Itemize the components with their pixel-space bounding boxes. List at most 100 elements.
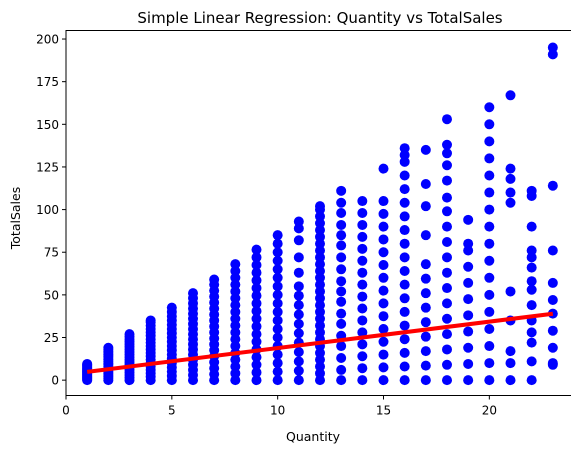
data-point	[293, 309, 304, 320]
data-point	[357, 219, 368, 230]
data-point	[336, 352, 347, 363]
y-tick-label: 50	[44, 288, 59, 302]
y-tick-label: 200	[36, 33, 59, 47]
data-point	[484, 187, 495, 198]
data-point	[272, 264, 283, 275]
data-point	[399, 211, 410, 222]
data-point	[293, 318, 304, 329]
data-point	[251, 260, 262, 271]
y-tick-label: 0	[51, 374, 59, 388]
data-point	[315, 201, 325, 212]
data-point	[526, 300, 537, 311]
data-point	[251, 367, 262, 378]
data-point	[484, 255, 495, 266]
data-point	[526, 337, 537, 348]
data-point	[526, 276, 537, 287]
regression-line	[86, 311, 554, 374]
data-point	[272, 272, 283, 283]
data-point	[336, 219, 347, 230]
data-point	[420, 179, 431, 189]
data-point	[484, 170, 495, 181]
data-point	[272, 366, 283, 377]
data-point	[505, 163, 516, 174]
data-point	[251, 375, 262, 386]
data-point	[505, 375, 516, 386]
data-point	[505, 286, 516, 297]
data-point	[399, 265, 410, 276]
data-point	[547, 294, 558, 305]
data-point	[378, 272, 389, 283]
data-point	[378, 196, 389, 207]
data-point	[293, 365, 304, 376]
data-point	[378, 260, 389, 271]
data-point	[505, 187, 516, 198]
y-axis: 0 25 50 75 100 125 150 175 200	[36, 33, 66, 388]
data-point	[357, 267, 368, 278]
data-point	[378, 247, 389, 258]
data-point	[442, 344, 452, 355]
data-point	[547, 308, 558, 319]
y-tick-label: 75	[44, 246, 59, 260]
data-point	[230, 259, 241, 270]
data-point	[420, 375, 431, 386]
data-point	[272, 230, 283, 241]
data-point	[293, 300, 304, 311]
data-point	[505, 90, 516, 101]
data-point	[251, 290, 262, 301]
data-point	[399, 306, 410, 317]
data-point	[442, 160, 452, 171]
data-point	[484, 358, 495, 369]
data-point	[293, 252, 304, 263]
data-point	[272, 255, 283, 266]
data-point	[484, 238, 495, 249]
data-point	[272, 289, 283, 300]
data-point	[526, 185, 537, 196]
data-point	[526, 221, 537, 232]
data-point	[209, 274, 220, 285]
data-point	[420, 317, 431, 328]
data-point	[357, 243, 368, 254]
data-point	[420, 346, 431, 357]
data-point	[357, 196, 368, 207]
data-point	[272, 315, 283, 326]
x-tick-label: 0	[62, 404, 70, 418]
data-point	[463, 342, 474, 353]
data-point	[484, 341, 495, 352]
y-tick-label: 175	[36, 75, 59, 89]
data-point	[505, 197, 516, 208]
y-axis-label: TotalSales	[8, 187, 23, 250]
data-point	[251, 298, 262, 309]
data-point	[547, 325, 558, 336]
data-point	[378, 349, 389, 360]
data-point	[82, 358, 93, 369]
data-point	[526, 245, 537, 256]
data-point	[251, 306, 262, 317]
data-point	[251, 352, 262, 363]
data-point	[357, 375, 368, 386]
data-point	[272, 238, 283, 249]
data-point	[463, 326, 474, 337]
data-point	[336, 208, 347, 218]
y-tick-label: 25	[44, 331, 59, 345]
data-point	[442, 175, 452, 186]
data-point	[442, 267, 452, 278]
data-point	[399, 279, 410, 290]
data-point	[420, 360, 431, 371]
data-point	[357, 351, 368, 362]
data-point	[293, 235, 304, 246]
data-point	[547, 42, 558, 53]
data-point	[293, 347, 304, 358]
data-point	[293, 267, 304, 278]
x-axis-label: Quantity	[286, 429, 341, 444]
data-point	[442, 237, 452, 247]
y-tick-label: 100	[36, 203, 59, 217]
data-point	[547, 180, 558, 191]
data-point	[505, 346, 516, 357]
y-tick-label: 150	[36, 118, 59, 132]
data-point	[463, 375, 474, 386]
data-point	[357, 291, 368, 302]
data-point	[378, 323, 389, 334]
data-point	[399, 361, 410, 372]
data-point	[399, 197, 410, 208]
